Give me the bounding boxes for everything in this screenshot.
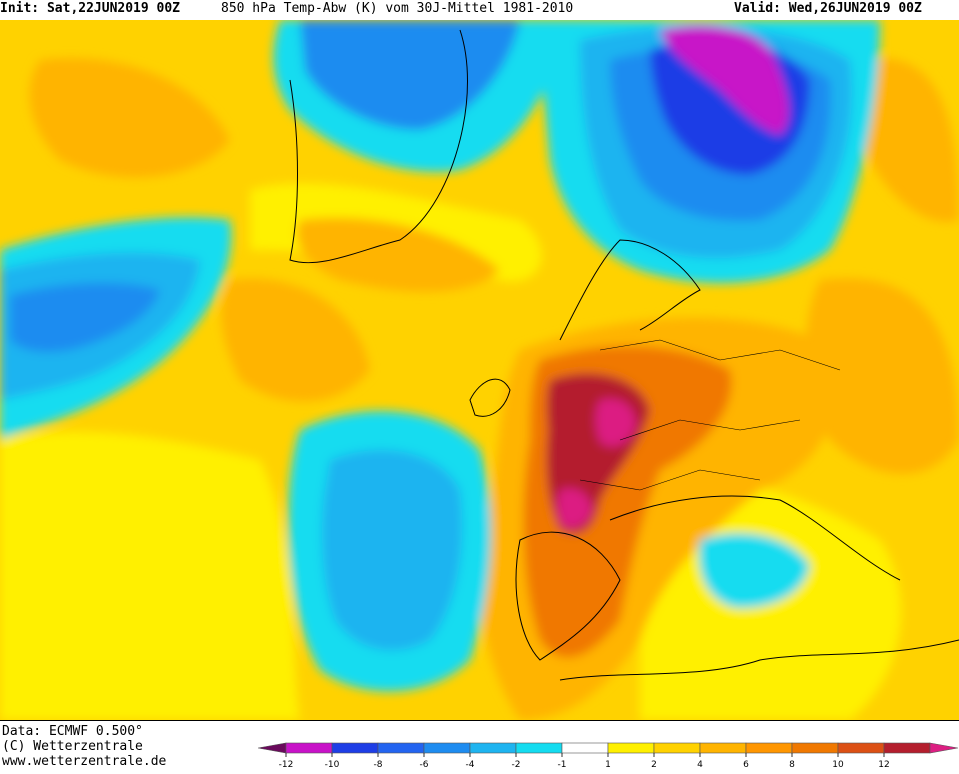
legend-tick-label: -1	[558, 760, 567, 770]
field-orange-ne	[854, 58, 959, 222]
website-link[interactable]: www.wetterzentrale.de	[2, 754, 167, 769]
legend-swatch	[377, 742, 425, 754]
legend-swatch	[699, 742, 747, 754]
legend-tick-label: 12	[878, 760, 889, 770]
field-pale-south-atlantic	[0, 431, 300, 720]
legend-tick-label: 8	[789, 760, 795, 770]
coastlines	[289, 29, 959, 681]
legend-swatch	[929, 742, 959, 754]
legend-tick-label: 4	[697, 760, 703, 770]
field-cold-barents-purple	[660, 25, 789, 135]
legend-tick-label: -12	[279, 760, 294, 770]
legend-tick-label: 1	[605, 760, 611, 770]
temperature-anomaly-map	[0, 20, 959, 720]
legend-swatch	[469, 742, 517, 754]
field-orange-west	[29, 58, 230, 178]
field-cold-east-med	[698, 533, 810, 609]
field-heat-core-magenta-north	[595, 398, 636, 447]
legend-swatch	[423, 742, 471, 754]
legend-tick-label: -2	[512, 760, 521, 770]
map-credits: Data: ECMWF 0.500° (C) Wetterzentrale ww…	[2, 724, 166, 769]
legend-swatch	[837, 742, 885, 754]
legend-swatch	[515, 742, 563, 754]
legend-swatch	[257, 742, 287, 754]
parameter-title: 850 hPa Temp-Abw (K) vom 30J-Mittel 1981…	[221, 1, 574, 16]
field-orange-mid-atlantic	[221, 278, 370, 402]
init-time: Init: Sat,22JUN2019 00Z	[0, 1, 181, 16]
legend-swatch	[745, 742, 793, 754]
legend-tick-label: -6	[420, 760, 429, 770]
field-cold-west-blue	[10, 282, 160, 352]
legend-swatch	[653, 742, 701, 754]
color-scale-bar: -12 -10 -8 -6 -4 -2 -1 1 2 4 6 8 10 12	[257, 742, 959, 770]
field-orange-east	[806, 278, 959, 474]
legend-swatch	[285, 742, 333, 754]
legend-tick-label: -10	[325, 760, 340, 770]
color-scale-legend: -12 -10 -8 -6 -4 -2 -1 1 2 4 6 8 10 12	[257, 740, 959, 770]
copyright-text: (C) Wetterzentrale	[2, 739, 143, 754]
map-header: Init: Sat,22JUN2019 00Z 850 hPa Temp-Abw…	[0, 0, 959, 20]
field-cold-pool-cyan	[322, 450, 463, 651]
legend-tick-label: -4	[466, 760, 475, 770]
data-source-text: Data: ECMWF 0.500°	[2, 724, 143, 739]
valid-time: Valid: Wed,26JUN2019 00Z	[734, 1, 922, 16]
legend-swatch	[607, 742, 655, 754]
legend-swatch	[561, 742, 609, 754]
field-orange-iceland	[296, 217, 500, 292]
legend-swatch	[331, 742, 379, 754]
legend-tick-label: -8	[374, 760, 383, 770]
legend-tick-label: 6	[743, 760, 749, 770]
legend-swatch	[791, 742, 839, 754]
country-borders	[579, 339, 841, 491]
field-heat-core-magenta	[557, 488, 592, 529]
legend-tick-label: 10	[832, 760, 844, 770]
legend-tick-label: 2	[651, 760, 657, 770]
weather-map	[0, 20, 959, 721]
legend-swatch	[883, 742, 931, 754]
